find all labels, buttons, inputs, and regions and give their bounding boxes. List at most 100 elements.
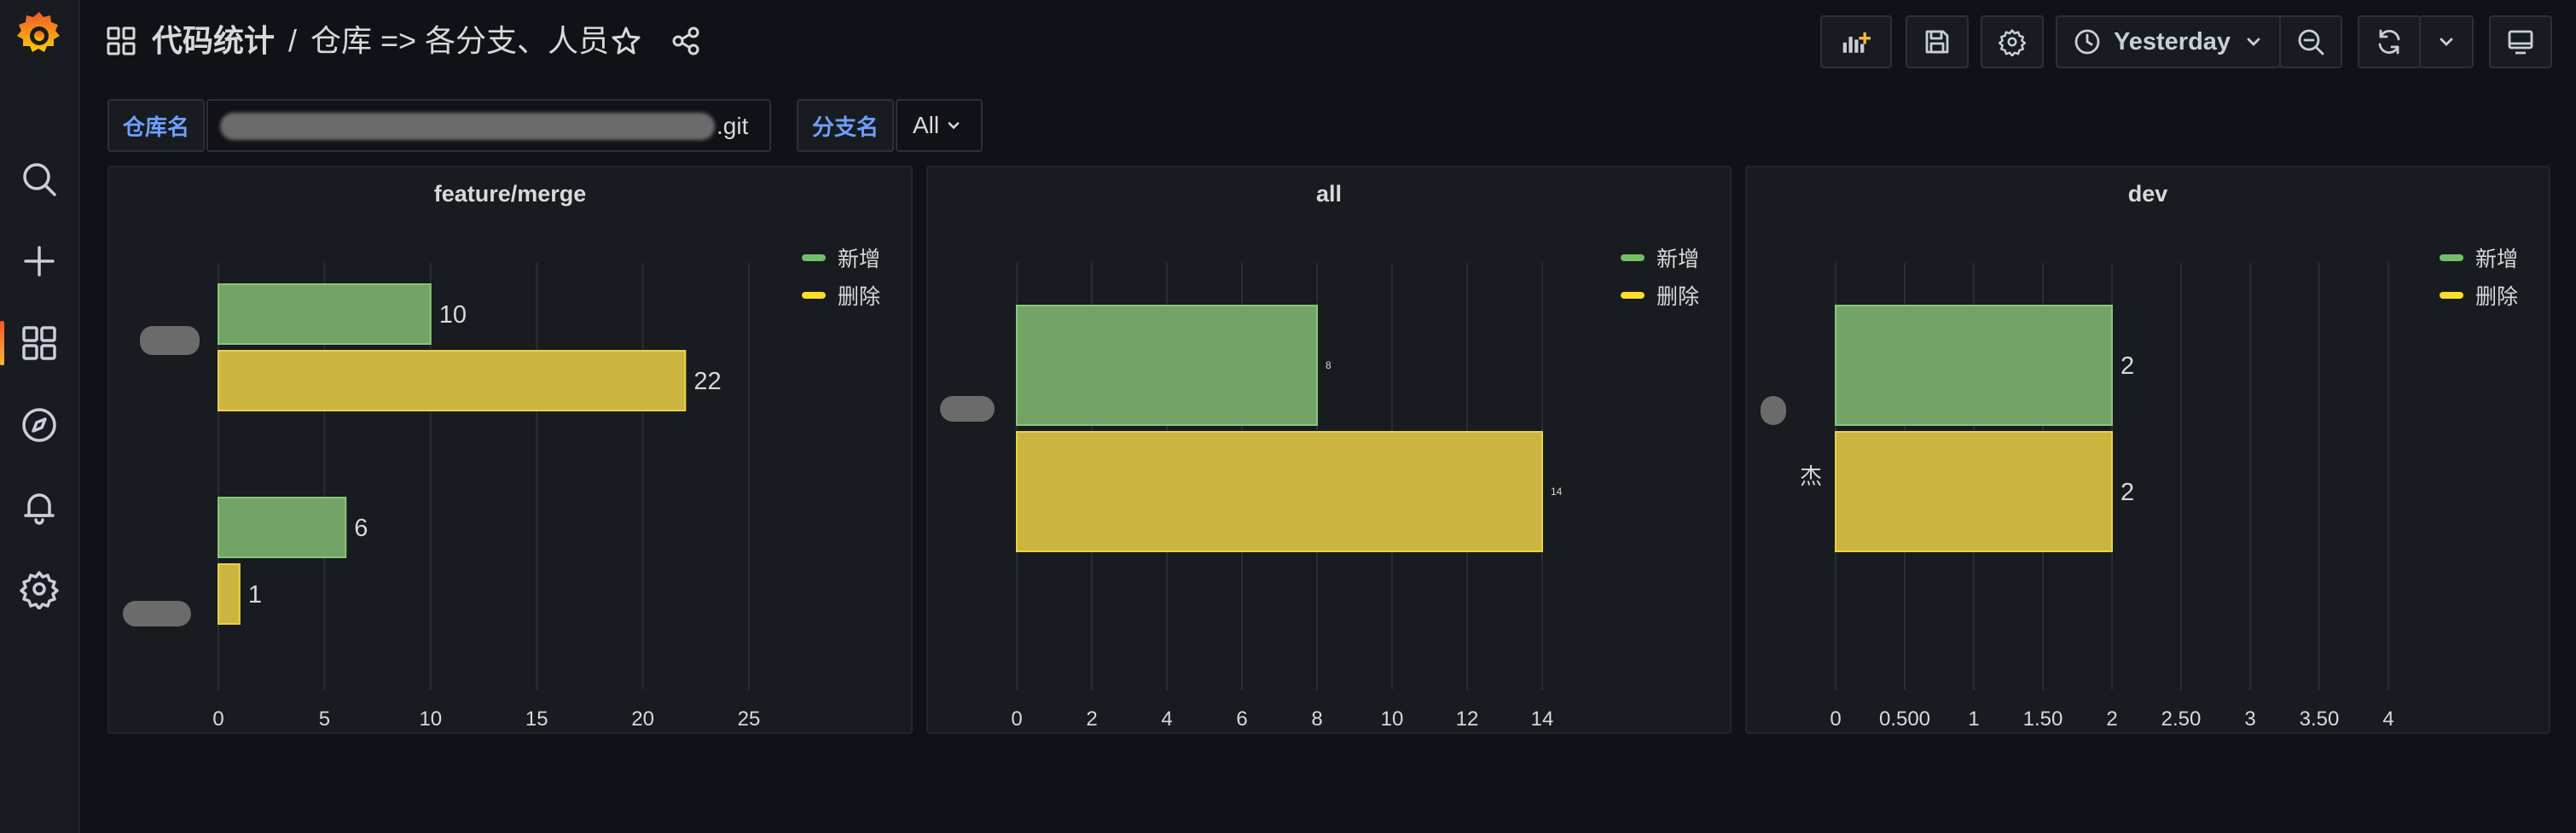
sidebar-item-alerting[interactable]: [0, 473, 78, 541]
search-icon: [23, 163, 56, 196]
breadcrumb-separator: /: [288, 23, 298, 58]
page-title[interactable]: 仓库 => 各分支、人员: [310, 23, 610, 58]
panel-all[interactable]: all 新增 删除 0 2 4 6 8 10 12 14 8 14: [926, 166, 1732, 734]
panel-dev[interactable]: dev 新增 删除 0 0.500 1 1.50 2 2.50 3 3.50 4 2 2 杰: [1745, 166, 2550, 734]
bar-deleted[interactable]: [218, 350, 687, 411]
bell-icon: [24, 493, 55, 525]
panel-title[interactable]: dev: [2127, 181, 2168, 207]
legend-item-deleted[interactable]: 删除: [802, 277, 880, 314]
x-tick-label: 12: [1456, 708, 1479, 731]
category-label: 杰: [1800, 463, 1822, 489]
add-panel-icon: [1842, 32, 1871, 53]
bar-deleted[interactable]: [218, 563, 241, 625]
x-tick-label: 4: [1161, 708, 1172, 731]
x-tick-label: 1: [1968, 708, 1979, 731]
x-tick-label: 5: [319, 708, 330, 731]
bar-added[interactable]: [1016, 305, 1318, 426]
redacted-name: [123, 601, 191, 626]
variable-label-branch: 分支名: [797, 99, 894, 152]
bar-added[interactable]: [218, 283, 432, 345]
bar-value-label: 1: [248, 581, 262, 609]
sidebar-item-explore[interactable]: [0, 391, 78, 459]
x-tick-label: 4: [2382, 708, 2393, 731]
x-tick-label: 10: [1381, 708, 1404, 731]
panel-title[interactable]: feature/merge: [433, 181, 587, 207]
grafana-logo-icon[interactable]: [12, 7, 67, 61]
dashboard-grid-icon: [22, 326, 56, 360]
save-dashboard-button[interactable]: [1906, 15, 1969, 68]
time-range-picker[interactable]: Yesterday: [2056, 15, 2281, 68]
sidebar-item-create[interactable]: [0, 227, 78, 295]
x-tick-label: 6: [1236, 708, 1247, 731]
x-tick-label: 3.50: [2300, 708, 2340, 731]
x-tick-label: 2: [1086, 708, 1097, 731]
x-tick-label: 0: [212, 708, 223, 731]
x-tick-label: 0: [1011, 708, 1022, 731]
bar-value-label: 10: [439, 301, 467, 329]
compass-icon: [22, 408, 56, 442]
refresh-icon: [2378, 29, 2400, 55]
variable-select-repo[interactable]: .git: [206, 99, 954, 152]
legend-item-added[interactable]: 新增: [802, 239, 880, 277]
star-icon[interactable]: [611, 26, 641, 56]
x-tick-label: 10: [419, 708, 442, 731]
sidebar-item-dashboards[interactable]: [0, 309, 78, 377]
bar-chart: 0 2 4 6 8 10 12 14 8 14: [940, 263, 1563, 731]
x-tick-label: 2: [2106, 708, 2117, 731]
bar-deleted[interactable]: [1835, 431, 2113, 552]
redacted-repo-name: [220, 113, 715, 140]
x-tick-label: 25: [738, 708, 761, 731]
redacted-name: [140, 326, 200, 355]
refresh-interval-dropdown[interactable]: [2419, 15, 2474, 68]
share-icon[interactable]: [670, 26, 701, 56]
chevron-down-icon: [948, 122, 960, 130]
zoom-out-button[interactable]: [2279, 15, 2342, 68]
bar-value-label: 22: [693, 368, 721, 395]
legend-item-added[interactable]: 新增: [2440, 239, 2518, 277]
panel-title[interactable]: all: [1315, 181, 1343, 207]
redacted-name: [940, 396, 995, 422]
panel-feature-merge[interactable]: feature/merge 新增 删除 0 5 10 15 20 25 10 22 6 1: [107, 166, 913, 734]
time-range-label: Yesterday: [2114, 27, 2231, 55]
add-panel-button[interactable]: [1820, 15, 1892, 68]
sidebar-item-search[interactable]: [0, 145, 78, 213]
bar-added[interactable]: [1835, 305, 2113, 426]
redacted-name: [1761, 396, 1786, 425]
x-tick-label: 0.500: [1879, 708, 1930, 731]
gear-icon: [20, 571, 59, 609]
plus-icon: [24, 246, 55, 277]
tv-mode-button[interactable]: [2489, 15, 2552, 68]
legend-item-added[interactable]: 新增: [1621, 239, 1699, 277]
clock-icon: [2074, 29, 2100, 55]
sidebar: [0, 0, 80, 833]
bar-chart: 0 0.500 1 1.50 2 2.50 3 3.50 4 2 2 杰: [1761, 263, 2394, 731]
dashboard-settings-button[interactable]: [1981, 15, 2044, 68]
variable-value-repo: .git: [717, 113, 749, 139]
bar-added[interactable]: [218, 497, 347, 558]
sidebar-item-configuration[interactable]: [0, 555, 78, 623]
monitor-icon: [2508, 30, 2533, 55]
variable-value-branch: All: [913, 112, 940, 138]
bar-value-label: 14: [1551, 486, 1563, 498]
x-tick-label: 14: [1531, 708, 1554, 731]
x-tick-label: 0: [1830, 708, 1841, 731]
x-tick-label: 1.50: [2023, 708, 2063, 731]
bar-deleted[interactable]: [1016, 431, 1543, 552]
x-tick-label: 8: [1311, 708, 1322, 731]
variable-select-branch[interactable]: All: [896, 99, 983, 152]
zoom-out-icon: [2298, 29, 2324, 55]
bar-value-label: 2: [2121, 479, 2134, 506]
breadcrumb-folder[interactable]: 代码统计: [152, 23, 276, 58]
x-tick-label: 15: [525, 708, 548, 731]
legend-item-deleted[interactable]: 删除: [2440, 277, 2518, 314]
chevron-down-icon: [2247, 38, 2260, 46]
legend-item-deleted[interactable]: 删除: [1621, 277, 1699, 314]
x-tick-label: 2.50: [2161, 708, 2202, 731]
bar-value-label: 8: [1326, 359, 1332, 371]
legend: 新增 删除: [2440, 239, 2518, 314]
gear-icon: [1998, 29, 2027, 56]
chevron-down-icon: [2440, 38, 2453, 46]
refresh-button[interactable]: [2358, 15, 2421, 68]
variable-label-repo: 仓库名: [107, 99, 205, 152]
dashboard-grid-icon: [107, 26, 136, 55]
